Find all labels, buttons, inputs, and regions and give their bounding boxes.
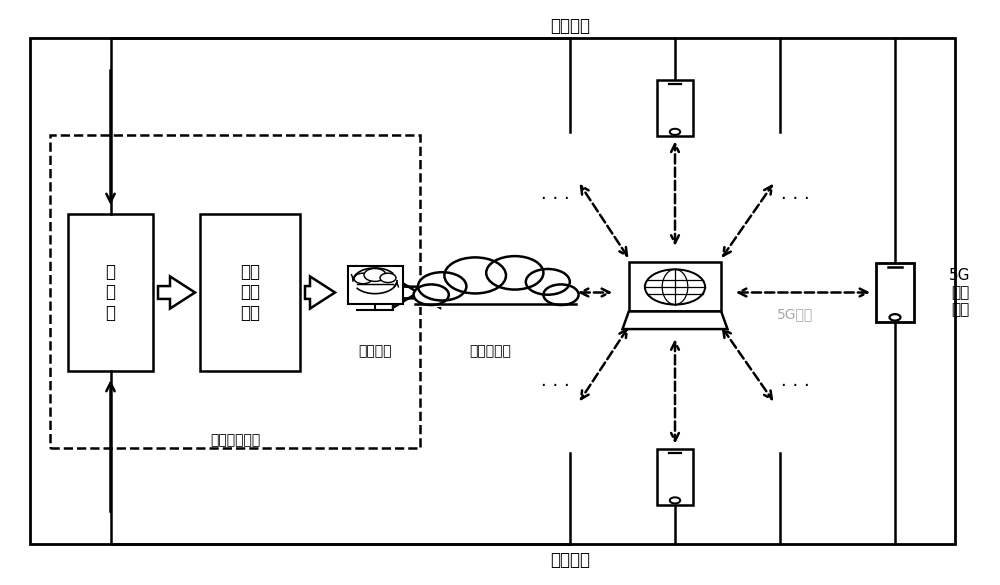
Polygon shape xyxy=(158,277,195,309)
Text: 量子网关: 量子网关 xyxy=(358,344,392,358)
Circle shape xyxy=(414,284,449,305)
Circle shape xyxy=(486,256,543,290)
Text: · · ·: · · · xyxy=(541,377,569,395)
Text: 5G信道: 5G信道 xyxy=(777,307,813,321)
Bar xyxy=(68,214,153,371)
Text: 量子信道: 量子信道 xyxy=(550,18,590,35)
Polygon shape xyxy=(622,311,728,329)
Circle shape xyxy=(670,497,680,504)
Text: 量子信道: 量子信道 xyxy=(550,552,590,569)
Circle shape xyxy=(670,129,680,135)
Circle shape xyxy=(380,273,396,283)
Bar xyxy=(876,263,914,322)
Text: · · ·: · · · xyxy=(781,377,809,395)
Bar xyxy=(629,263,721,311)
Text: 云端服务器: 云端服务器 xyxy=(469,344,511,358)
Text: 5G
通讯
设备: 5G 通讯 设备 xyxy=(949,267,971,318)
Bar xyxy=(657,449,693,504)
Circle shape xyxy=(354,273,372,284)
Polygon shape xyxy=(393,277,440,308)
Circle shape xyxy=(526,269,570,295)
Bar xyxy=(348,266,402,304)
Polygon shape xyxy=(305,277,335,309)
Text: 密钥管理模块: 密钥管理模块 xyxy=(210,433,260,447)
Bar xyxy=(30,38,955,544)
Bar xyxy=(657,81,693,136)
Text: 密钥
管理
终端: 密钥 管理 终端 xyxy=(240,263,260,322)
Circle shape xyxy=(543,284,579,305)
Text: 探
测
端: 探 测 端 xyxy=(106,263,116,322)
Bar xyxy=(50,135,420,448)
Circle shape xyxy=(890,314,900,321)
Bar xyxy=(415,301,576,307)
Circle shape xyxy=(444,257,506,294)
Text: · · ·: · · · xyxy=(541,190,569,208)
Text: · · ·: · · · xyxy=(781,190,809,208)
Circle shape xyxy=(364,269,386,281)
Circle shape xyxy=(418,272,466,301)
Circle shape xyxy=(645,269,705,305)
Bar xyxy=(200,214,300,371)
